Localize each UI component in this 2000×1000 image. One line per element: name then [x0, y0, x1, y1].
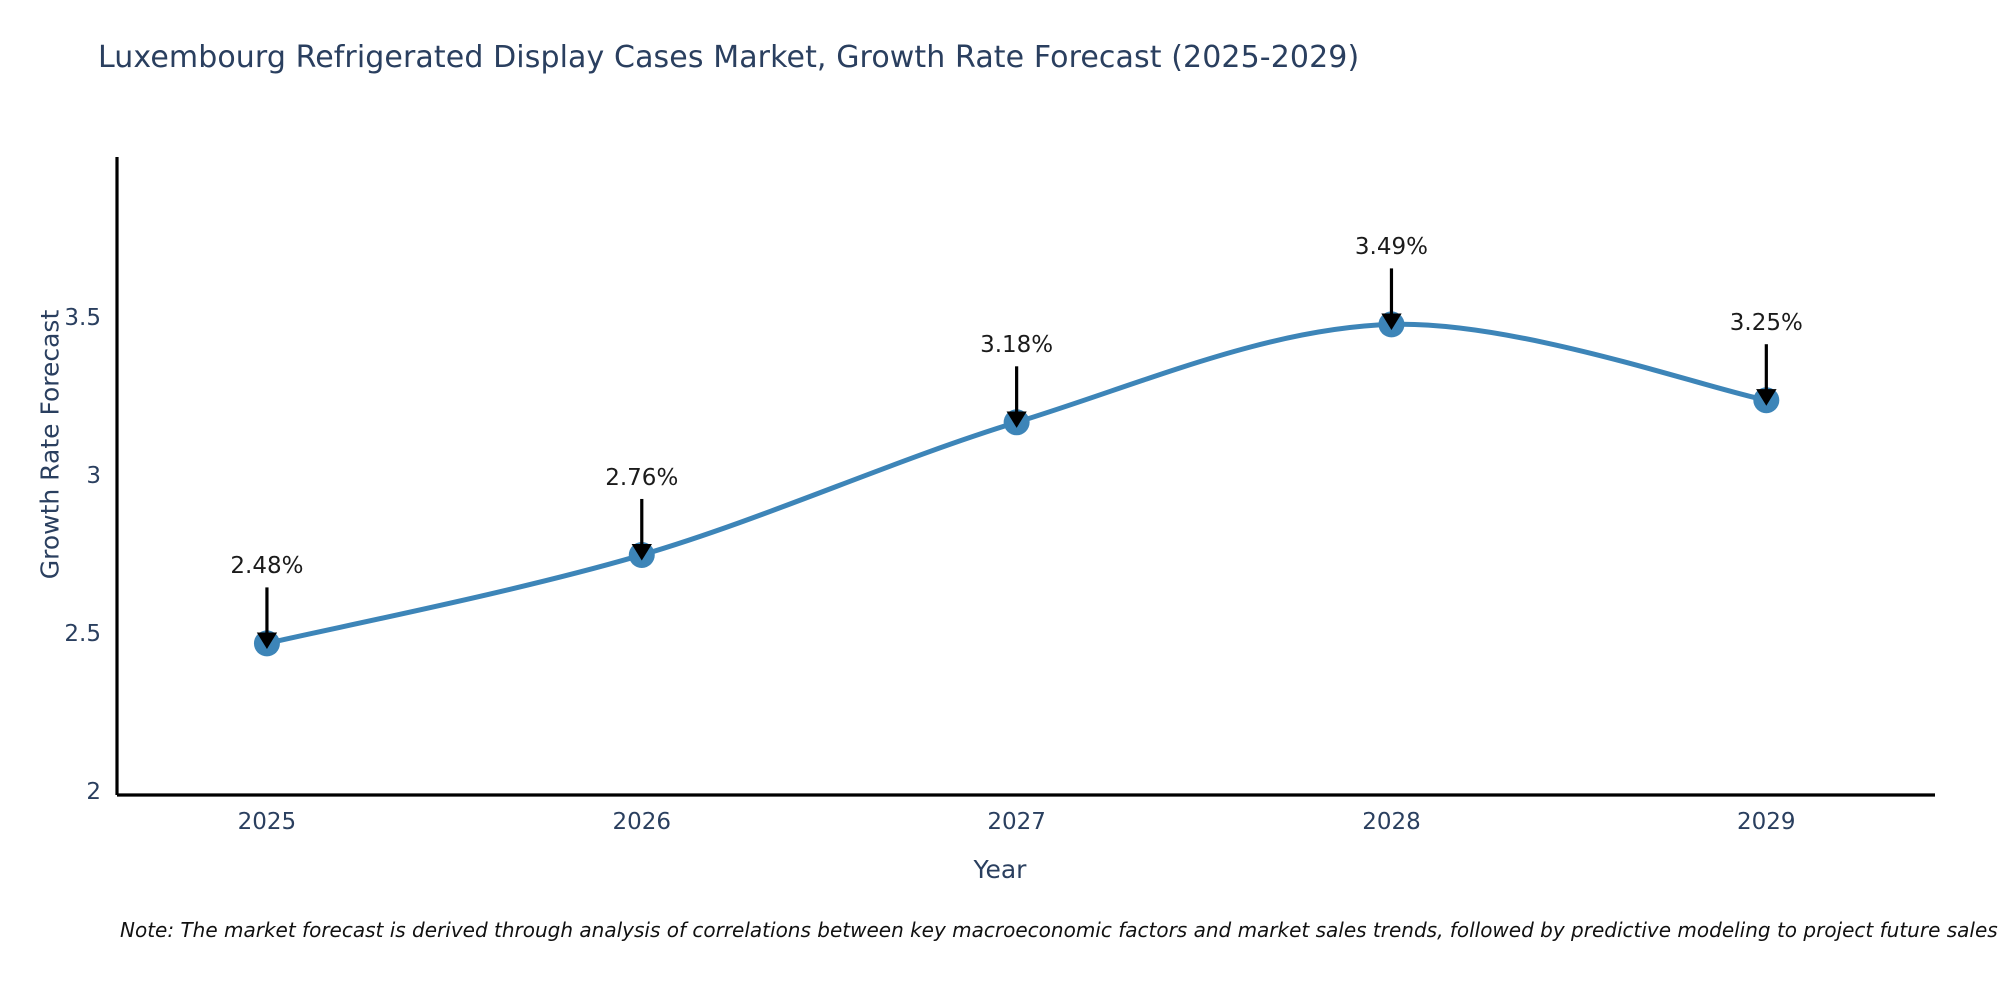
- x-axis-tick-label: 2028: [1362, 809, 1421, 835]
- x-axis-tick-label: 2025: [237, 809, 297, 835]
- x-axis-title: Year: [973, 855, 1027, 884]
- chart-footnote: Note: The market forecast is derived thr…: [120, 918, 1998, 942]
- data-point-markers: [253, 311, 1780, 657]
- y-axis-tick-label: 3.5: [64, 305, 101, 332]
- x-axis-tick-label: 2026: [612, 809, 672, 835]
- data-point-label: 3.18%: [980, 332, 1054, 359]
- data-point-label: 2.48%: [230, 553, 304, 580]
- annotation-arrows: [256, 268, 1777, 650]
- x-axis-tick-label: 2027: [987, 809, 1046, 835]
- data-point-label: 2.76%: [605, 464, 679, 491]
- chart-title: Luxembourg Refrigerated Display Cases Ma…: [98, 40, 1360, 75]
- y-axis-tick-label: 3: [86, 463, 101, 490]
- y-axis-tick-label: 2: [86, 779, 101, 805]
- x-axis-tick-label: 2029: [1737, 809, 1796, 835]
- data-point-label: 3.25%: [1729, 310, 1803, 337]
- y-axis-title: Growth Rate Forecast: [35, 309, 65, 580]
- y-axis-tick-label: 2.5: [64, 621, 101, 648]
- data-point-label: 3.49%: [1354, 234, 1428, 261]
